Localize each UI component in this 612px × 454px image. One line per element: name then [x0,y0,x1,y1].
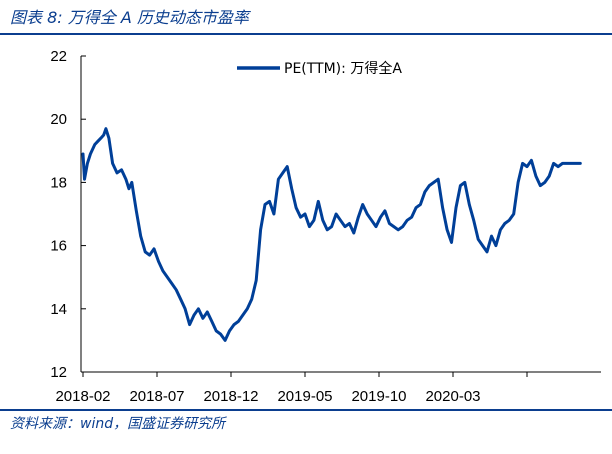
title-rule [0,33,612,35]
y-tick-label: 20 [50,111,67,128]
x-tick-label: 2018-02 [55,388,110,405]
series-group [81,127,582,342]
source-note: 资料来源：wind，国盛证券研究所 [10,416,226,432]
source-rule [0,409,612,411]
figure-title: 图表 8: 万得全 A 历史动态市盈率 [10,8,249,27]
x-tick-label: 2018-07 [129,388,184,405]
x-axis-ticks: 2018-02 2018-07 2018-12 2019-05 2019-10 2020-… [55,372,528,405]
x-tick-label: 2020-03 [425,388,480,405]
y-tick-label: 16 [50,238,67,255]
x-tick-label: 2018-12 [203,388,258,405]
x-tick-label: 2019-05 [277,388,332,405]
y-tick-label: 18 [50,174,67,191]
series-line-pe-ttm [81,127,582,342]
y-tick-label: 22 [50,48,67,65]
chart-axes [80,56,601,373]
legend-label: PE(TTM): 万得全A [284,60,402,77]
chart-legend: PE(TTM): 万得全A [237,60,402,77]
y-axis-ticks: 12 14 16 18 20 22 [50,48,86,381]
y-tick-label: 14 [50,301,67,318]
x-tick-label: 2019-10 [351,388,406,405]
y-tick-label: 12 [50,364,67,381]
